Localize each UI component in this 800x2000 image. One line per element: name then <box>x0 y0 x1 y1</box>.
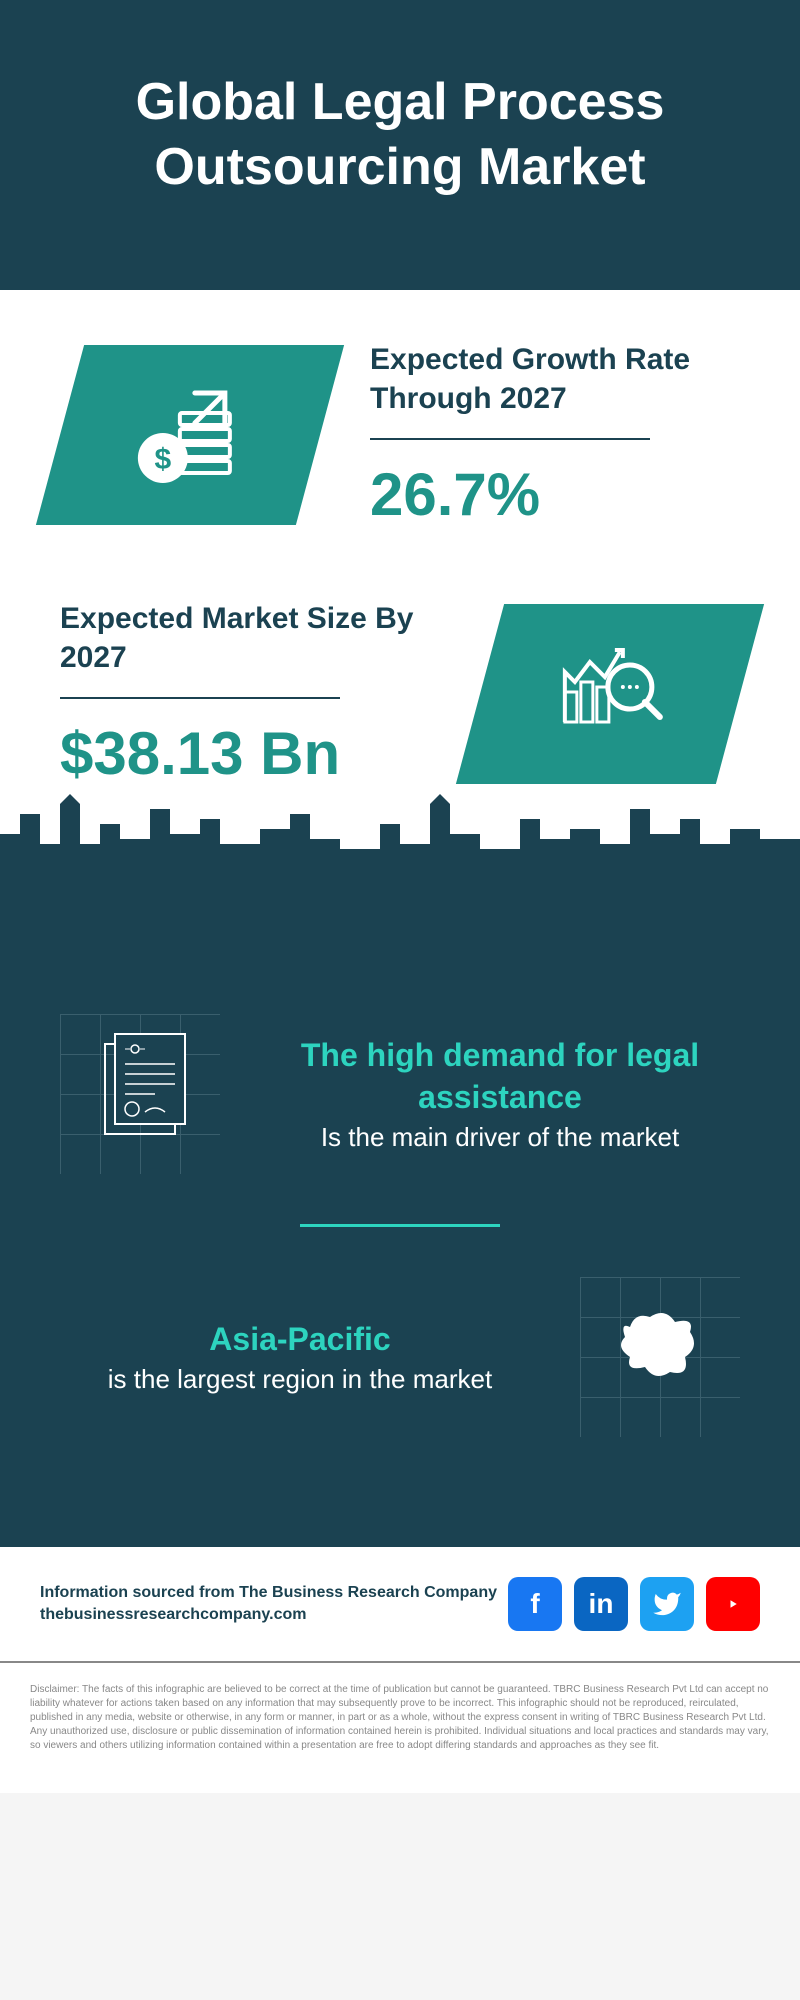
divider <box>370 438 650 440</box>
footer-url: thebusinessresearchcompany.com <box>40 1604 497 1626</box>
document-icon-container <box>60 1014 220 1174</box>
growth-stat-value: 26.7% <box>370 460 740 529</box>
footer-source: Information sourced from The Business Re… <box>40 1582 497 1604</box>
money-growth-icon: $ <box>125 372 255 497</box>
social-icons: f in <box>508 1577 760 1631</box>
growth-stat-text: Expected Growth Rate Through 2027 26.7% <box>370 340 740 529</box>
divider <box>60 697 340 699</box>
growth-icon-container: $ <box>36 345 344 525</box>
facebook-icon[interactable]: f <box>508 1577 562 1631</box>
demand-subtitle: Is the main driver of the market <box>260 1122 740 1153</box>
footer-section: Information sourced from The Business Re… <box>0 1547 800 1661</box>
youtube-icon[interactable] <box>706 1577 760 1631</box>
region-subtitle: is the largest region in the market <box>60 1364 540 1395</box>
market-stat-value: $38.13 Bn <box>60 719 430 788</box>
disclaimer-section: Disclaimer: The facts of this infographi… <box>0 1661 800 1793</box>
market-stat-title: Expected Market Size By 2027 <box>60 599 430 677</box>
growth-stat-title: Expected Growth Rate Through 2027 <box>370 340 740 418</box>
region-insight-text: Asia-Pacific is the largest region in th… <box>60 1319 540 1396</box>
header-section: Global Legal Process Outsourcing Market <box>0 0 800 290</box>
market-stat-text: Expected Market Size By 2027 $38.13 Bn <box>60 599 430 788</box>
stat-row-growth: $ Expected Growth Rate Through 2027 26.7… <box>60 340 740 529</box>
svg-text:$: $ <box>155 442 172 475</box>
linkedin-icon[interactable]: in <box>574 1577 628 1631</box>
stat-row-market-size: Expected Market Size By 2027 $38.13 Bn <box>60 599 740 788</box>
main-title: Global Legal Process Outsourcing Market <box>60 70 740 200</box>
market-icon-container <box>456 604 764 784</box>
skyline-graphic <box>0 864 800 984</box>
footer-text: Information sourced from The Business Re… <box>40 1582 497 1627</box>
insight-demand: The high demand for legal assistance Is … <box>60 1014 740 1174</box>
chart-analysis-icon <box>545 631 675 756</box>
demand-insight-text: The high demand for legal assistance Is … <box>260 1035 740 1153</box>
infographic-container: Global Legal Process Outsourcing Market … <box>0 0 800 1793</box>
twitter-icon[interactable] <box>640 1577 694 1631</box>
stats-section: $ Expected Growth Rate Through 2027 26.7… <box>0 290 800 864</box>
insight-region: Asia-Pacific is the largest region in th… <box>60 1277 740 1437</box>
disclaimer-text: Disclaimer: The facts of this infographi… <box>30 1683 770 1753</box>
map-icon-container <box>580 1277 740 1437</box>
demand-highlight: The high demand for legal assistance <box>260 1035 740 1118</box>
insight-divider <box>300 1224 500 1227</box>
insights-section: The high demand for legal assistance Is … <box>0 984 800 1547</box>
region-highlight: Asia-Pacific <box>60 1319 540 1361</box>
